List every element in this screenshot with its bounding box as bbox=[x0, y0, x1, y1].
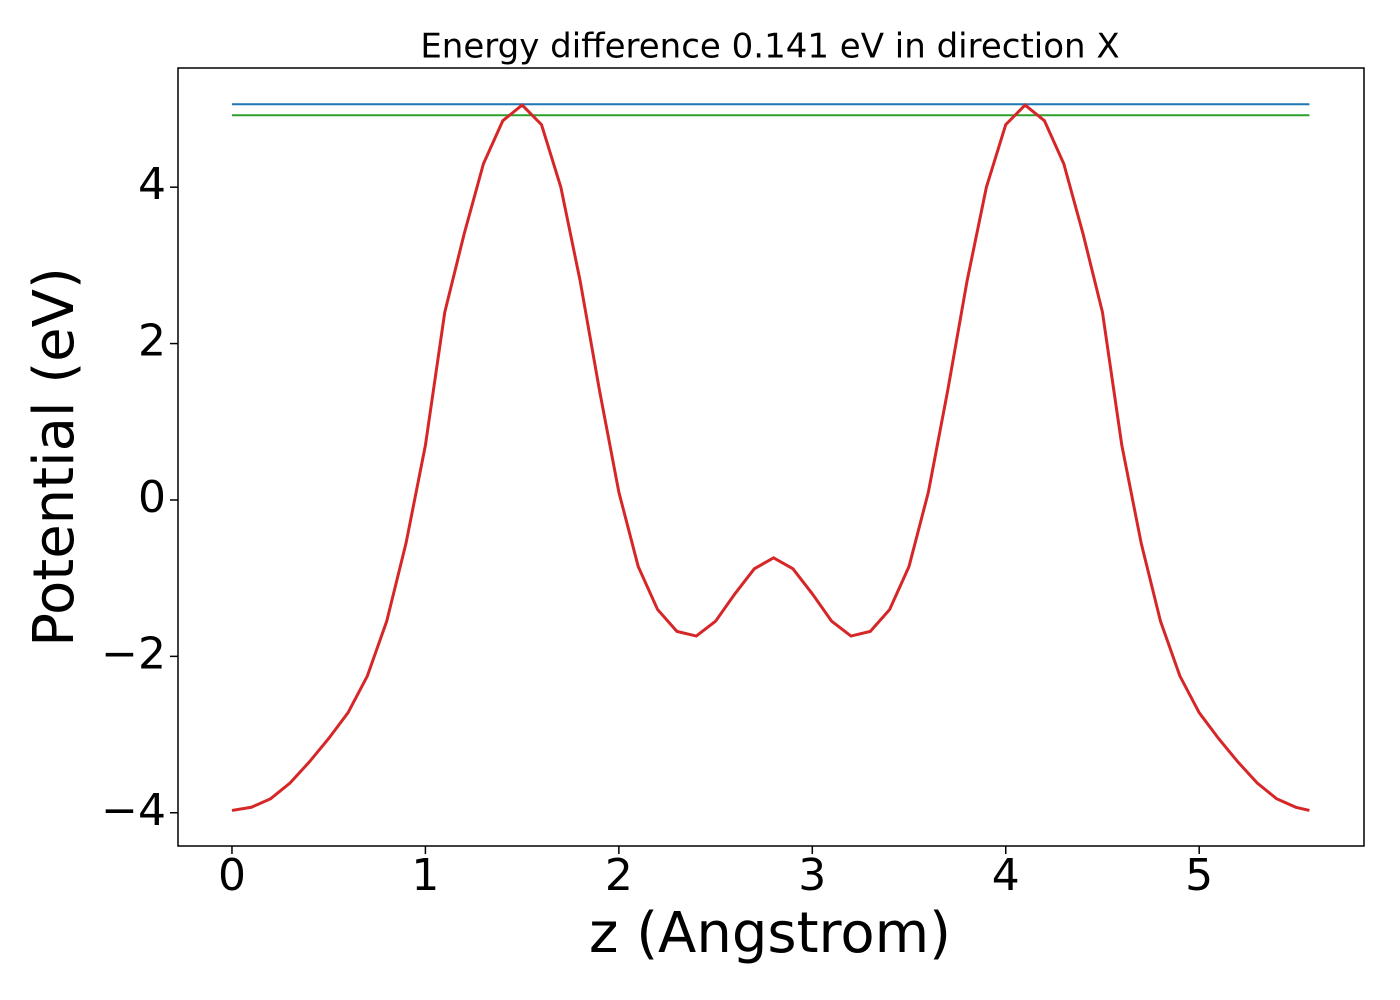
x-tick-label: 5 bbox=[1185, 850, 1213, 901]
series-line bbox=[231, 103, 1310, 812]
plot-frame bbox=[177, 67, 1365, 847]
x-tick-label: 2 bbox=[605, 850, 633, 901]
y-tick-label: −4 bbox=[101, 785, 166, 836]
y-tick-label: 2 bbox=[138, 316, 166, 367]
x-axis-label: z (Angstrom) bbox=[589, 901, 951, 966]
y-tick-label: −2 bbox=[101, 628, 166, 679]
y-axis-label: Potential (eV) bbox=[22, 267, 87, 647]
x-tick-label: 3 bbox=[798, 850, 826, 901]
x-tick-label: 0 bbox=[218, 850, 246, 901]
y-tick-label: 4 bbox=[138, 159, 166, 210]
y-tick-label: 0 bbox=[138, 472, 166, 523]
x-tick-label: 1 bbox=[411, 850, 439, 901]
x-tick-label: 4 bbox=[992, 850, 1020, 901]
chart-title: Energy difference 0.141 eV in direction … bbox=[420, 27, 1119, 67]
